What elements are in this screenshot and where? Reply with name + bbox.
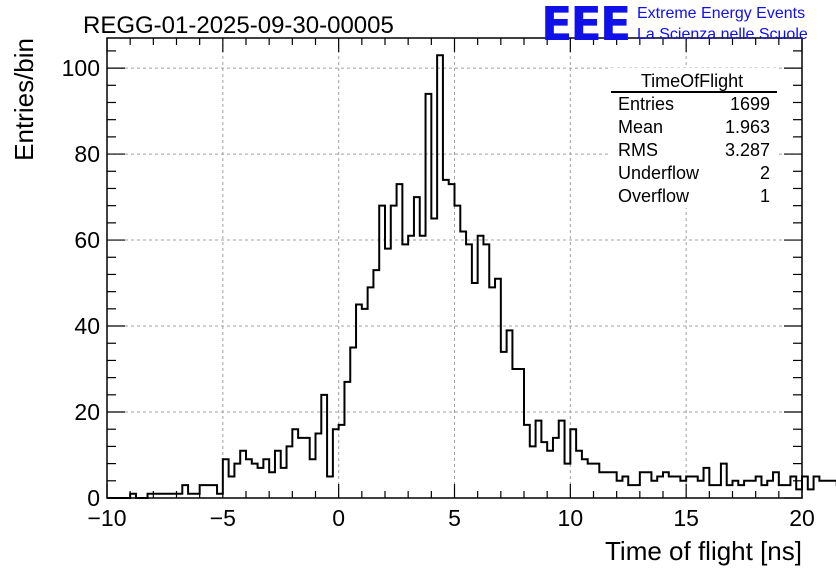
stats-row-label: Underflow [618,163,700,183]
stats-box-title: TimeOfFlight [641,71,743,91]
grid-lines [107,38,802,498]
stats-row-label: Entries [618,94,674,114]
chart-title: REGG-01-2025-09-30-00005 [83,12,394,39]
x-tick-labels: −10 −5 0 5 10 15 20 [87,505,814,531]
x-tick-label: 10 [558,505,584,531]
eee-logo: EEE Extreme Energy Events La Scienza nel… [541,0,808,51]
logo-line-2: La Scienza nelle Scuole [637,26,808,43]
stats-row-value: 2 [760,163,770,183]
histogram-line [107,54,836,499]
stats-row-label: RMS [618,140,658,160]
stats-box: TimeOfFlight Entries 1699 Mean 1.963 RMS 3.28… [610,68,778,208]
y-axis-label: Entries/bin [9,38,39,161]
y-tick-label: 60 [74,227,100,253]
stats-row-value: 3.287 [725,140,770,160]
x-tick-label: 20 [789,505,815,531]
y-tick-label: 100 [62,55,100,81]
x-tick-label: −5 [210,505,236,531]
stats-row-label: Mean [618,117,663,137]
x-tick-label: −10 [87,505,126,531]
x-tick-label: 0 [332,505,345,531]
logo-line-1: Extreme Energy Events [637,5,805,22]
x-tick-label: 15 [673,505,699,531]
stats-row-value: 1 [760,186,770,206]
y-tick-label: 20 [74,399,100,425]
stats-row-label: Overflow [618,186,690,206]
stats-row-value: 1.963 [725,117,770,137]
eee-logo-mark: EEE [541,0,629,51]
y-tick-label: 80 [74,141,100,167]
y-tick-labels: 0 20 40 60 80 100 [62,55,100,511]
stats-row-value: 1699 [730,94,770,114]
x-tick-label: 5 [448,505,461,531]
axis-ticks [106,38,803,499]
y-tick-label: 40 [74,313,100,339]
x-axis-label: Time of flight [ns] [605,536,802,566]
y-tick-label: 0 [87,485,100,511]
stats-box-rows: Entries 1699 Mean 1.963 RMS 3.287 Underflow 2 Ov… [618,94,770,206]
